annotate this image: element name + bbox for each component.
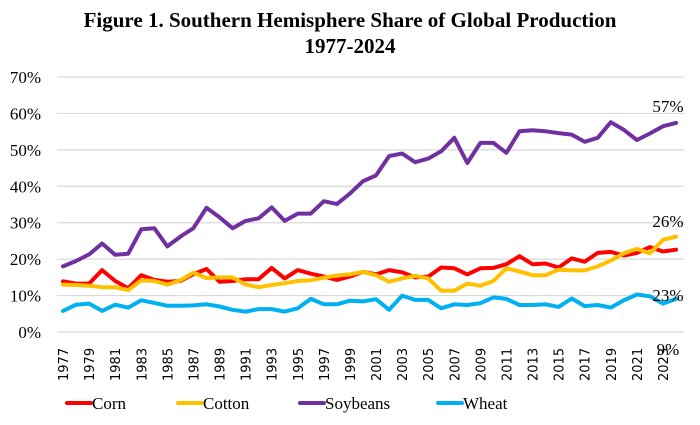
y-tick-label: 70% <box>10 68 41 87</box>
legend: Corn Cotton Soybeans Wheat <box>65 394 508 413</box>
x-tick-label: 1993 <box>266 348 281 381</box>
x-tick-label: 2009 <box>474 348 489 381</box>
end-label-corn: 23% <box>652 286 683 305</box>
x-tick-label: 2023 <box>657 348 672 381</box>
series-line-soybeans <box>61 120 678 269</box>
gridlines <box>57 76 684 333</box>
y-tick-label: 20% <box>10 250 41 269</box>
end-label-cotton: 26% <box>652 212 683 231</box>
legend-label: Wheat <box>463 394 508 413</box>
chart-subtitle: 1977-2024 <box>305 34 396 58</box>
legend-item-wheat: Wheat <box>436 394 508 413</box>
y-tick-label: 40% <box>10 177 41 196</box>
legend-item-soybeans: Soybeans <box>298 394 390 413</box>
legend-label: Corn <box>92 394 127 413</box>
series-line-wheat <box>61 292 678 314</box>
y-tick-label: 0% <box>18 323 41 342</box>
x-tick-label: 1981 <box>109 348 124 381</box>
x-tick-label: 2019 <box>605 348 620 381</box>
x-tick-label: 2007 <box>448 348 463 381</box>
x-tick-label: 1977 <box>57 348 72 381</box>
x-tick-label: 1983 <box>135 348 150 381</box>
legend-label: Cotton <box>203 394 250 413</box>
chart-title: Figure 1. Southern Hemisphere Share of G… <box>84 8 617 32</box>
y-axis-ticks: 0% 10% 20% 30% 40% 50% 60% 70% <box>10 68 41 342</box>
end-labels: 23% 26% 57% 9% <box>652 97 683 359</box>
x-tick-label: 2003 <box>396 348 411 381</box>
y-tick-label: 60% <box>10 104 41 123</box>
end-label-wheat: 9% <box>657 340 680 359</box>
x-tick-label: 1999 <box>344 348 359 381</box>
x-tick-label: 1997 <box>318 348 333 381</box>
x-tick-label: 1995 <box>292 348 307 381</box>
x-tick-label: 2001 <box>370 348 385 381</box>
x-tick-label: 1989 <box>214 348 229 381</box>
x-tick-label: 2021 <box>631 348 646 381</box>
x-tick-label: 2017 <box>579 348 594 381</box>
x-tick-label: 1987 <box>187 348 202 381</box>
y-tick-label: 10% <box>10 287 41 306</box>
x-tick-label: 2011 <box>500 348 515 381</box>
series-line-cotton <box>61 234 678 293</box>
x-tick-label: 1991 <box>240 348 255 381</box>
end-label-soybeans: 57% <box>652 97 683 116</box>
x-tick-label: 2013 <box>527 348 542 381</box>
legend-label: Soybeans <box>325 394 390 413</box>
series-lines <box>61 120 678 314</box>
x-tick-label: 1979 <box>83 348 98 381</box>
y-tick-label: 50% <box>10 141 41 160</box>
x-tick-label: 1985 <box>161 348 176 381</box>
y-tick-label: 30% <box>10 214 41 233</box>
x-tick-label: 2015 <box>553 348 568 381</box>
x-tick-label: 2005 <box>422 348 437 381</box>
legend-item-cotton: Cotton <box>176 394 250 413</box>
x-axis-ticks: 1977 1979 1981 1983 1985 1987 1989 1991 1993 1995… <box>57 348 672 381</box>
legend-item-corn: Corn <box>65 394 127 413</box>
